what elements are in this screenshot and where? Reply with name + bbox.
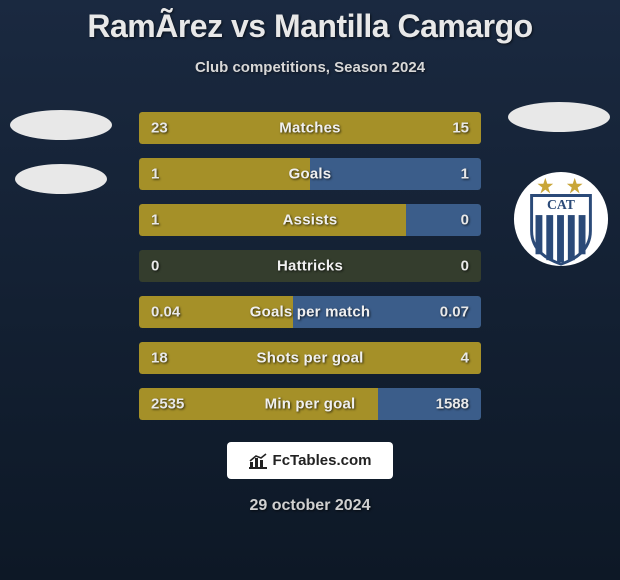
- page-title: RamÃ­rez vs Mantilla Camargo: [0, 0, 620, 45]
- stat-label: Min per goal: [265, 396, 356, 413]
- stat-value-left: 23: [151, 120, 168, 137]
- stat-label: Assists: [283, 212, 338, 229]
- club-badge-text: CAT: [547, 197, 575, 212]
- stat-fill-left: [139, 158, 310, 190]
- stat-row: 1 Goals 1: [139, 158, 481, 190]
- stat-row: 23 Matches 15: [139, 112, 481, 144]
- avatar-placeholder-icon: [10, 110, 112, 140]
- stat-row: 1 Assists 0: [139, 204, 481, 236]
- stat-fill-right: [310, 158, 481, 190]
- stat-label: Goals per match: [250, 304, 371, 321]
- avatar-placeholder-icon: [508, 102, 610, 132]
- stat-value-left: 0: [151, 258, 159, 275]
- stat-value-right: 15: [452, 120, 469, 137]
- stat-label: Matches: [279, 120, 340, 137]
- stat-value-right: 0: [461, 258, 469, 275]
- date-line: 29 october 2024: [0, 497, 620, 515]
- stat-value-right: 1588: [436, 396, 469, 413]
- fctables-branding[interactable]: FcTables.com: [227, 442, 394, 479]
- stat-value-left: 1: [151, 212, 159, 229]
- stats-area: CAT 23 Matches 15 1 Goals 1 1 Assists 0 0 Hattrick…: [0, 112, 620, 420]
- stat-row: 0 Hattricks 0: [139, 250, 481, 282]
- stat-value-left: 0.04: [151, 304, 180, 321]
- stat-value-left: 2535: [151, 396, 184, 413]
- stat-label: Hattricks: [277, 258, 343, 275]
- chart-icon: [249, 453, 267, 469]
- stat-value-left: 18: [151, 350, 168, 367]
- stat-value-right: 4: [461, 350, 469, 367]
- subtitle: Club competitions, Season 2024: [0, 59, 620, 76]
- stat-row: 18 Shots per goal 4: [139, 342, 481, 374]
- stat-value-left: 1: [151, 166, 159, 183]
- player-left-avatar-slot: [6, 102, 116, 202]
- stat-fill-right: [406, 204, 481, 236]
- stat-row: 2535 Min per goal 1588: [139, 388, 481, 420]
- stat-value-right: 0: [461, 212, 469, 229]
- stat-value-right: 0.07: [440, 304, 469, 321]
- club-badge-right: CAT: [512, 170, 610, 268]
- stat-value-right: 1: [461, 166, 469, 183]
- stat-label: Shots per goal: [257, 350, 364, 367]
- stat-label: Goals: [289, 166, 332, 183]
- footer: FcTables.com 29 october 2024: [0, 442, 620, 515]
- branding-label: FcTables.com: [273, 452, 372, 469]
- club-crest-icon: CAT: [512, 170, 610, 268]
- stat-fill-left: [139, 204, 406, 236]
- stat-row: 0.04 Goals per match 0.07: [139, 296, 481, 328]
- stat-bars-container: 23 Matches 15 1 Goals 1 1 Assists 0 0 Hattricks 0 0.…: [139, 112, 481, 420]
- avatar-placeholder-icon: [15, 164, 107, 194]
